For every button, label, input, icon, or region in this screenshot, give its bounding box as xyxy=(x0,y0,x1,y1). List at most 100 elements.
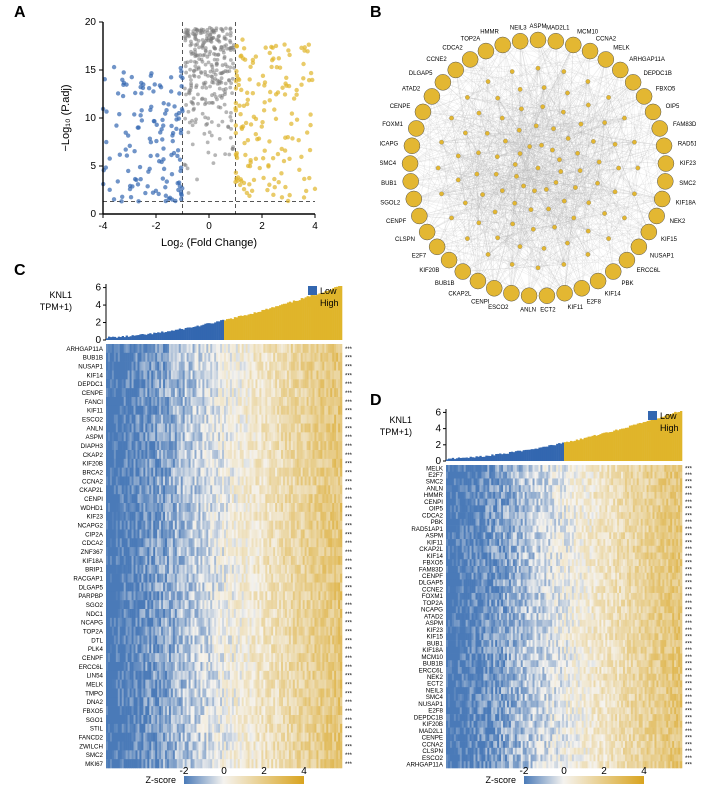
svg-text:FOXM1: FOXM1 xyxy=(382,122,403,128)
svg-text:CENPI: CENPI xyxy=(471,299,490,305)
svg-text:OIP5: OIP5 xyxy=(666,104,680,110)
svg-text:***: *** xyxy=(345,426,353,432)
svg-text:NEK2: NEK2 xyxy=(670,219,686,225)
svg-text:CKAP2L: CKAP2L xyxy=(79,487,103,494)
svg-text:DEPDC1: DEPDC1 xyxy=(78,381,104,388)
svg-text:NEIL3: NEIL3 xyxy=(510,25,527,31)
svg-text:***: *** xyxy=(345,453,353,459)
svg-text:E2F8: E2F8 xyxy=(587,299,602,305)
svg-text:***: *** xyxy=(345,550,353,556)
svg-text:6: 6 xyxy=(95,283,101,294)
svg-text:NUSAP1: NUSAP1 xyxy=(78,364,103,371)
svg-text:CENPI: CENPI xyxy=(84,496,103,503)
svg-text:0: 0 xyxy=(95,335,101,346)
svg-text:0: 0 xyxy=(206,221,212,232)
svg-text:FANCI: FANCI xyxy=(85,399,104,406)
svg-text:WDHD1: WDHD1 xyxy=(80,505,103,512)
svg-text:***: *** xyxy=(345,479,353,485)
svg-text:KIF14: KIF14 xyxy=(86,372,103,379)
svg-text:BRCA2: BRCA2 xyxy=(82,470,103,477)
svg-text:***: *** xyxy=(345,532,353,538)
svg-text:DLGAP5: DLGAP5 xyxy=(409,71,433,77)
svg-text:NCAPG2: NCAPG2 xyxy=(78,523,104,530)
svg-text:ANLN: ANLN xyxy=(520,308,536,314)
svg-text:BUB1: BUB1 xyxy=(381,181,397,187)
svg-text:***: *** xyxy=(345,435,353,441)
svg-text:4: 4 xyxy=(312,221,318,232)
svg-text:−Log₁₀ (P.adj): −Log₁₀ (P.adj) xyxy=(60,84,72,151)
svg-text:***: *** xyxy=(345,409,353,415)
svg-text:SMC2: SMC2 xyxy=(679,181,696,187)
svg-text:ERCC6L: ERCC6L xyxy=(637,268,661,274)
svg-text:15: 15 xyxy=(85,65,97,76)
svg-text:CIP2A: CIP2A xyxy=(85,531,104,538)
svg-text:KIF23: KIF23 xyxy=(86,514,103,521)
svg-text:***: *** xyxy=(345,373,353,379)
svg-text:CCNA2: CCNA2 xyxy=(596,36,617,42)
svg-text:FAM83D: FAM83D xyxy=(673,122,696,128)
heatmap-d: 0246KNL1Log₂ (TPM+1)LowHighMELK***E2F7**… xyxy=(380,405,700,790)
svg-text:ESCO2: ESCO2 xyxy=(488,305,509,311)
svg-text:***: *** xyxy=(345,418,353,424)
svg-text:-4: -4 xyxy=(99,221,108,232)
svg-text:ECT2: ECT2 xyxy=(540,308,556,314)
svg-text:ASPM: ASPM xyxy=(85,434,103,441)
svg-text:High: High xyxy=(320,298,339,308)
svg-text:20: 20 xyxy=(85,17,97,28)
svg-text:CCNA2: CCNA2 xyxy=(82,478,104,485)
svg-text:KIF18A: KIF18A xyxy=(676,200,696,206)
svg-text:***: *** xyxy=(345,462,353,468)
svg-text:***: *** xyxy=(345,400,353,406)
svg-text:2: 2 xyxy=(95,318,101,329)
label-A: A xyxy=(14,4,26,22)
svg-text:NUSAP1: NUSAP1 xyxy=(650,253,675,259)
svg-text:MCM10: MCM10 xyxy=(577,30,599,36)
svg-text:KIF11: KIF11 xyxy=(87,408,104,415)
svg-text:KIF20B: KIF20B xyxy=(419,268,439,274)
svg-text:***: *** xyxy=(345,541,353,547)
heatmap-c: 0246KNL1Log₂ (TPM+1)LowHighARHGAP11A***B… xyxy=(40,280,360,790)
svg-text:CKAP2: CKAP2 xyxy=(83,452,104,459)
svg-text:CENPE: CENPE xyxy=(390,104,411,110)
svg-text:TOP2A: TOP2A xyxy=(461,36,481,42)
svg-text:HMMR: HMMR xyxy=(480,30,499,36)
svg-text:BUB1B: BUB1B xyxy=(83,355,103,362)
svg-text:***: *** xyxy=(345,471,353,477)
svg-text:***: *** xyxy=(345,488,353,494)
svg-text:DEPDC1B: DEPDC1B xyxy=(644,71,672,77)
svg-text:***: *** xyxy=(345,524,353,530)
svg-text:-2: -2 xyxy=(152,221,161,232)
svg-text:MAD2L1: MAD2L1 xyxy=(546,25,570,31)
svg-text:KIF15: KIF15 xyxy=(661,237,678,243)
svg-text:ARHGAP11A: ARHGAP11A xyxy=(66,346,104,353)
svg-text:KIF11: KIF11 xyxy=(568,305,584,311)
svg-text:***: *** xyxy=(345,356,353,362)
svg-text:***: *** xyxy=(345,347,353,353)
svg-text:Log₂ (TPM+1): Log₂ (TPM+1) xyxy=(40,302,72,312)
svg-text:KIF23: KIF23 xyxy=(680,161,696,167)
svg-text:SGOL2: SGOL2 xyxy=(380,200,401,206)
svg-text:CKAP2L: CKAP2L xyxy=(448,291,472,297)
svg-text:Log₂ (Fold Change): Log₂ (Fold Change) xyxy=(161,237,257,249)
svg-text:0: 0 xyxy=(90,209,96,220)
svg-text:ATAD2: ATAD2 xyxy=(402,87,421,93)
svg-text:CDCA2: CDCA2 xyxy=(82,540,104,547)
svg-text:CLSPN: CLSPN xyxy=(395,237,415,243)
svg-text:KNL1: KNL1 xyxy=(49,290,72,300)
svg-text:DIAPH3: DIAPH3 xyxy=(81,443,104,450)
svg-text:***: *** xyxy=(345,391,353,397)
svg-text:KIF20B: KIF20B xyxy=(82,461,103,468)
label-C: C xyxy=(14,262,26,280)
svg-text:4: 4 xyxy=(95,300,101,311)
svg-text:NCAPG: NCAPG xyxy=(380,141,398,147)
network-plot: ASPMMAD2L1MCM10CCNA2MELKARHGAP11ADEPDC1B… xyxy=(380,10,696,326)
svg-text:CENPE: CENPE xyxy=(82,390,103,397)
volcano-plot: -4-202405101520Log₂ (Fold Change)−Log₁₀ … xyxy=(55,12,325,252)
svg-text:***: *** xyxy=(345,497,353,503)
svg-text:RAD51AP1: RAD51AP1 xyxy=(678,141,696,147)
svg-text:ANLN: ANLN xyxy=(86,425,103,432)
svg-text:***: *** xyxy=(345,382,353,388)
svg-text:***: *** xyxy=(345,444,353,450)
svg-text:ASPM: ASPM xyxy=(529,24,546,30)
svg-text:***: *** xyxy=(345,506,353,512)
